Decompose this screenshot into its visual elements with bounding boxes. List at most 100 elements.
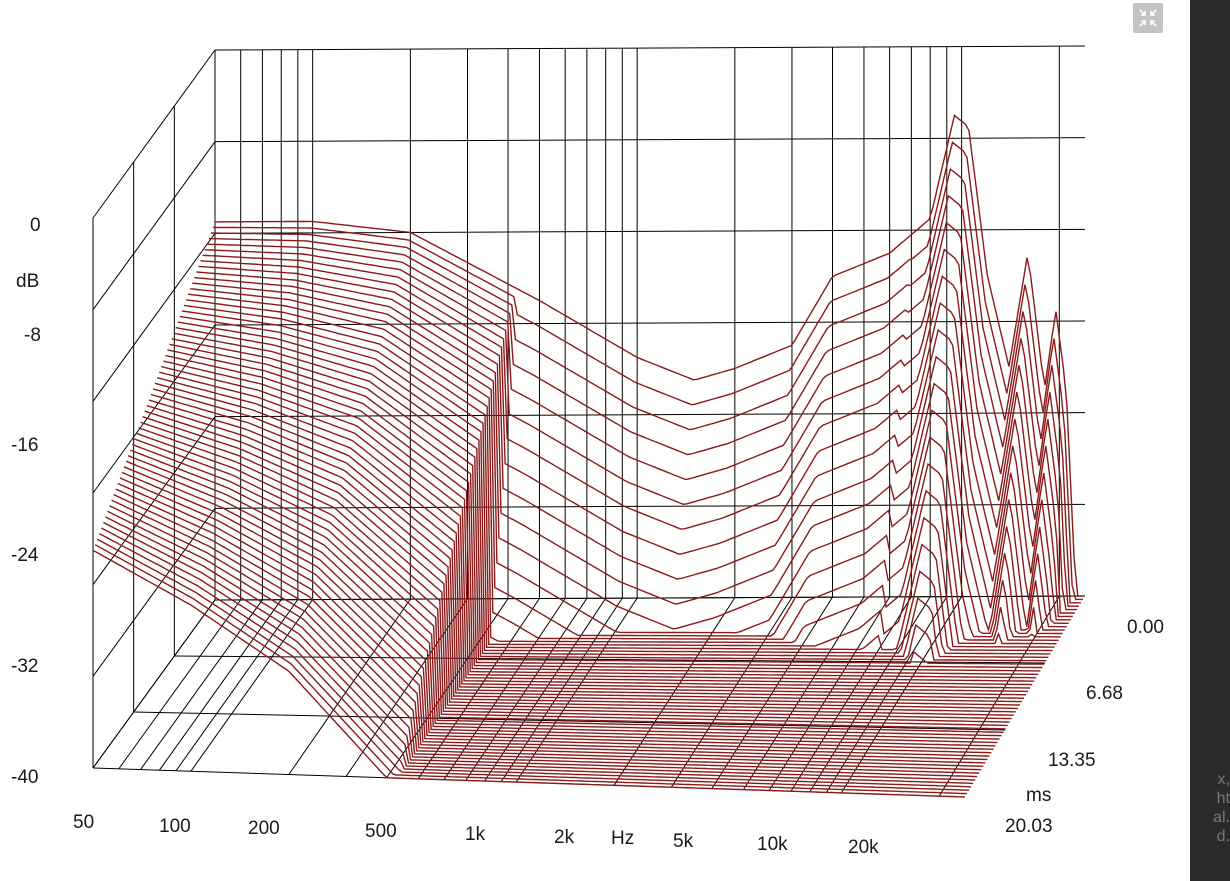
waterfall-slice <box>109 505 982 771</box>
grid-line-time-floor <box>174 655 1046 664</box>
waterfall-slice <box>129 449 1002 737</box>
waterfall-slice <box>156 377 1029 693</box>
grid-line-db <box>214 320 1086 326</box>
grid-line-db-left <box>92 324 216 494</box>
waterfall-slice <box>206 221 1077 611</box>
waterfall-slice <box>136 432 1008 727</box>
waterfall-slice <box>132 443 1004 733</box>
y-tick-label: -16 <box>11 435 39 456</box>
side-panel-text: x, ht al. d. <box>1213 771 1230 845</box>
y-tick-label: -40 <box>11 767 39 788</box>
grid-line-time-floor <box>214 595 1086 601</box>
waterfall-slice <box>92 549 966 798</box>
waterfall-slice <box>194 276 1065 633</box>
waterfall-slice <box>200 260 1071 621</box>
y-tick-label: -8 <box>24 325 41 346</box>
y-tick-label: 0 <box>30 215 41 236</box>
y-tick-label: -32 <box>11 656 39 677</box>
grid-line-floor <box>158 599 282 771</box>
grid-line-floor <box>190 599 314 772</box>
waterfall-slice <box>148 399 1020 706</box>
waterfall-slice <box>119 477 992 754</box>
waterfall-slice <box>140 421 1012 720</box>
waterfall-slice <box>134 438 1006 730</box>
waterfall-slice <box>179 315 1051 655</box>
waterfall-plot: 0 dB -8 -16 -24 -32 -40 50 100 200 500 1… <box>11 3 1164 858</box>
x-tick-label: 50 <box>73 812 95 833</box>
waterfall-slice <box>115 488 988 761</box>
grid-line-floor <box>140 599 263 770</box>
waterfall-slice <box>202 254 1073 618</box>
waterfall-slice <box>105 516 978 778</box>
waterfall-slice <box>204 248 1075 614</box>
grid-line-floor <box>175 599 299 772</box>
x-tick-label: 10k <box>757 834 788 855</box>
grid-line-db-left <box>92 599 216 769</box>
waterfall-slice <box>177 321 1049 658</box>
x-tick-label: 1k <box>465 824 486 845</box>
waterfall-slice <box>215 114 1085 597</box>
collapse-button[interactable] <box>1133 3 1163 33</box>
waterfall-slice <box>94 544 968 795</box>
z-tick-label: 6.68 <box>1086 683 1123 704</box>
waterfall-slice <box>107 510 980 774</box>
side-panel-edge: x, ht al. d. <box>1190 0 1230 881</box>
waterfall-slice <box>161 365 1033 686</box>
waterfall-slice <box>144 410 1016 713</box>
waterfall-slice <box>198 265 1069 624</box>
waterfall-slice <box>152 388 1024 699</box>
z-tick-label: 13.35 <box>1048 750 1096 771</box>
waterfall-slice <box>142 416 1014 716</box>
y-axis-unit: dB <box>16 271 40 292</box>
waterfall-slice <box>208 194 1079 607</box>
x-tick-label: 500 <box>365 821 397 842</box>
waterfall-slice <box>138 427 1010 723</box>
waterfall-slice <box>125 460 998 744</box>
waterfall-slice <box>123 466 996 747</box>
waterfall-slice <box>167 349 1039 676</box>
waterfall-slice <box>163 360 1035 682</box>
grid-line-db-left <box>92 49 216 219</box>
x-tick-label: 100 <box>159 816 191 837</box>
waterfall-slice <box>96 538 970 791</box>
collapse-icon <box>1139 9 1157 27</box>
waterfall-slice <box>190 288 1061 638</box>
grid-line-db-left <box>92 233 216 402</box>
x-tick-label: 200 <box>248 818 280 839</box>
z-tick-label: 0.00 <box>1127 617 1164 638</box>
y-tick-label: -24 <box>11 545 39 566</box>
waterfall-slice <box>150 393 1022 703</box>
waterfall-slice <box>121 471 994 750</box>
waterfall-slice <box>113 493 986 764</box>
x-tick-label: 20k <box>848 837 879 858</box>
grid-line-floor <box>118 599 242 770</box>
waterfall-slice <box>100 527 974 785</box>
x-tick-label: 2k <box>554 827 575 848</box>
waterfall-slice <box>188 293 1059 641</box>
waterfall-slice <box>210 167 1081 604</box>
waterfall-slice <box>183 304 1055 648</box>
grid-line-db <box>214 137 1086 143</box>
x-axis-unit: Hz <box>611 828 635 849</box>
z-tick-label: 20.03 <box>1005 816 1053 837</box>
waterfall-slice <box>102 521 976 781</box>
waterfall-slice <box>196 271 1067 628</box>
waterfall-slice <box>169 343 1041 672</box>
waterfall-slice <box>173 332 1045 665</box>
grid-line-db-left <box>92 141 216 310</box>
waterfall-slice <box>117 482 990 757</box>
waterfall-slice <box>212 141 1083 601</box>
waterfall-slice <box>165 354 1037 679</box>
waterfall-slice <box>171 338 1043 669</box>
waterfall-slice <box>175 326 1047 662</box>
waterfall-slice <box>111 499 984 767</box>
waterfall-chart-svg <box>92 45 1086 798</box>
waterfall-slice <box>127 455 1000 740</box>
waterfall-slice <box>154 382 1027 696</box>
waterfall-slice <box>181 310 1053 652</box>
waterfall-slice <box>192 282 1063 635</box>
z-axis-unit: ms <box>1026 785 1052 806</box>
waterfall-slice <box>98 532 972 788</box>
grid-line-db <box>214 45 1086 51</box>
waterfall-slice <box>159 371 1031 689</box>
